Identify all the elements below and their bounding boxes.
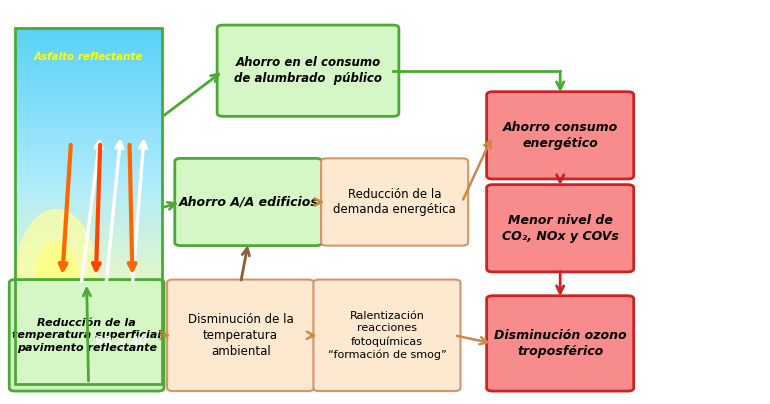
FancyBboxPatch shape	[167, 280, 314, 391]
Text: Ahorro en el consumo
de alumbrado  público: Ahorro en el consumo de alumbrado públic…	[234, 56, 382, 85]
Text: Disminución de la
temperatura
ambiental: Disminución de la temperatura ambiental	[188, 313, 293, 358]
Text: Asfalto reflectante: Asfalto reflectante	[34, 52, 143, 62]
FancyBboxPatch shape	[487, 185, 634, 272]
Text: Reducción de la
demanda energética: Reducción de la demanda energética	[333, 187, 456, 217]
Text: Reducción de la
temperatura superficial
pavimento reflectante: Reducción de la temperatura superficial …	[12, 318, 161, 353]
Text: Ahorro A/A edificios: Ahorro A/A edificios	[179, 196, 318, 208]
FancyBboxPatch shape	[313, 280, 460, 391]
Ellipse shape	[36, 242, 77, 313]
FancyBboxPatch shape	[175, 158, 322, 246]
FancyBboxPatch shape	[487, 92, 634, 179]
FancyBboxPatch shape	[487, 296, 634, 391]
Text: SR ≥ 40: SR ≥ 40	[95, 335, 147, 347]
Text: Disminución ozono
troposférico: Disminución ozono troposférico	[494, 329, 627, 358]
Text: Ralentización
reacciones
fotoquímicas
“formación de smog”: Ralentización reacciones fotoquímicas “f…	[327, 311, 447, 360]
Text: Ahorro consumo
energético: Ahorro consumo energético	[503, 121, 618, 150]
Ellipse shape	[16, 210, 96, 345]
Text: Menor nivel de
CO₂, NOx y COVs: Menor nivel de CO₂, NOx y COVs	[502, 214, 618, 243]
FancyBboxPatch shape	[217, 25, 399, 116]
FancyBboxPatch shape	[9, 280, 164, 391]
FancyBboxPatch shape	[321, 158, 468, 246]
